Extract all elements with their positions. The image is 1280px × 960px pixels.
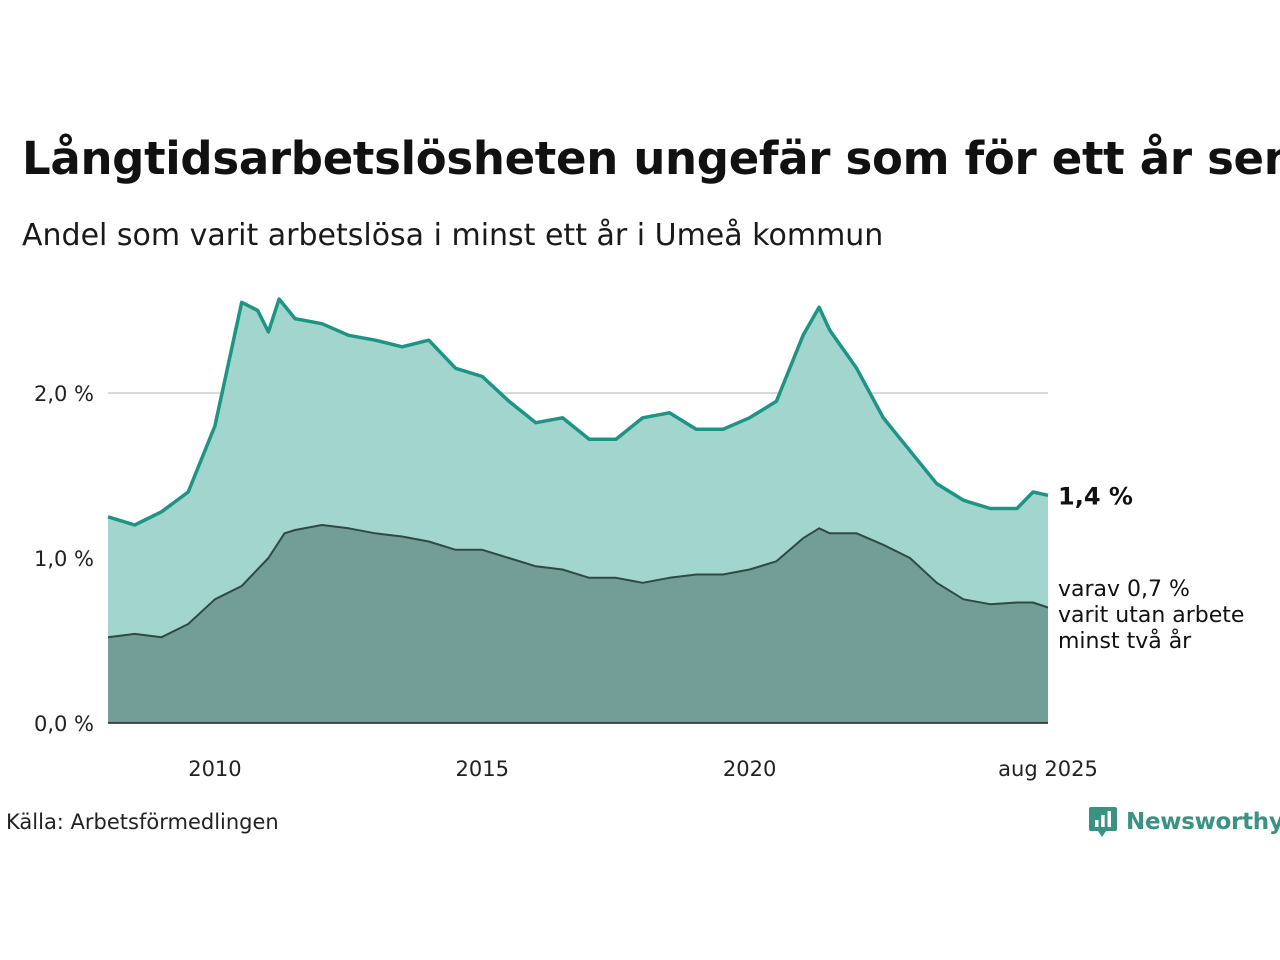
x-tick-label: 2010 (188, 757, 241, 781)
x-tick-label: 2015 (456, 757, 509, 781)
series-note-line: varit utan arbete (1058, 603, 1244, 628)
brand-logo[interactable]: Newsworthy (1088, 804, 1280, 840)
end-value-label: 1,4 % (1058, 482, 1133, 510)
y-tick-label: 1,0 % (34, 547, 94, 571)
series-note-line: minst två år (1058, 628, 1192, 654)
y-tick-label: 0,0 % (34, 712, 94, 736)
chart-subtitle: Andel som varit arbetslösa i minst ett å… (22, 218, 884, 253)
brand-name: Newsworthy (1126, 809, 1280, 835)
page-title: Långtidsarbetslösheten ungefär som för e… (22, 132, 1280, 185)
long-term-area (108, 525, 1048, 723)
source-note: Källa: Arbetsförmedlingen (6, 810, 279, 834)
chart-areas (107, 297, 1049, 724)
y-tick-label: 2,0 % (34, 382, 94, 406)
x-tick-label: aug 2025 (998, 757, 1098, 781)
newsworthy-logo-icon (1089, 807, 1117, 837)
x-tick-label: 2020 (723, 757, 776, 781)
series-note-line: varav 0,7 % (1058, 577, 1190, 602)
total-line (107, 297, 1049, 527)
long-term-line (107, 524, 1049, 639)
axis-labels: 0,0 % 1,0 % 2,0 % 2010 2015 2020 aug 2025 (34, 382, 1098, 781)
